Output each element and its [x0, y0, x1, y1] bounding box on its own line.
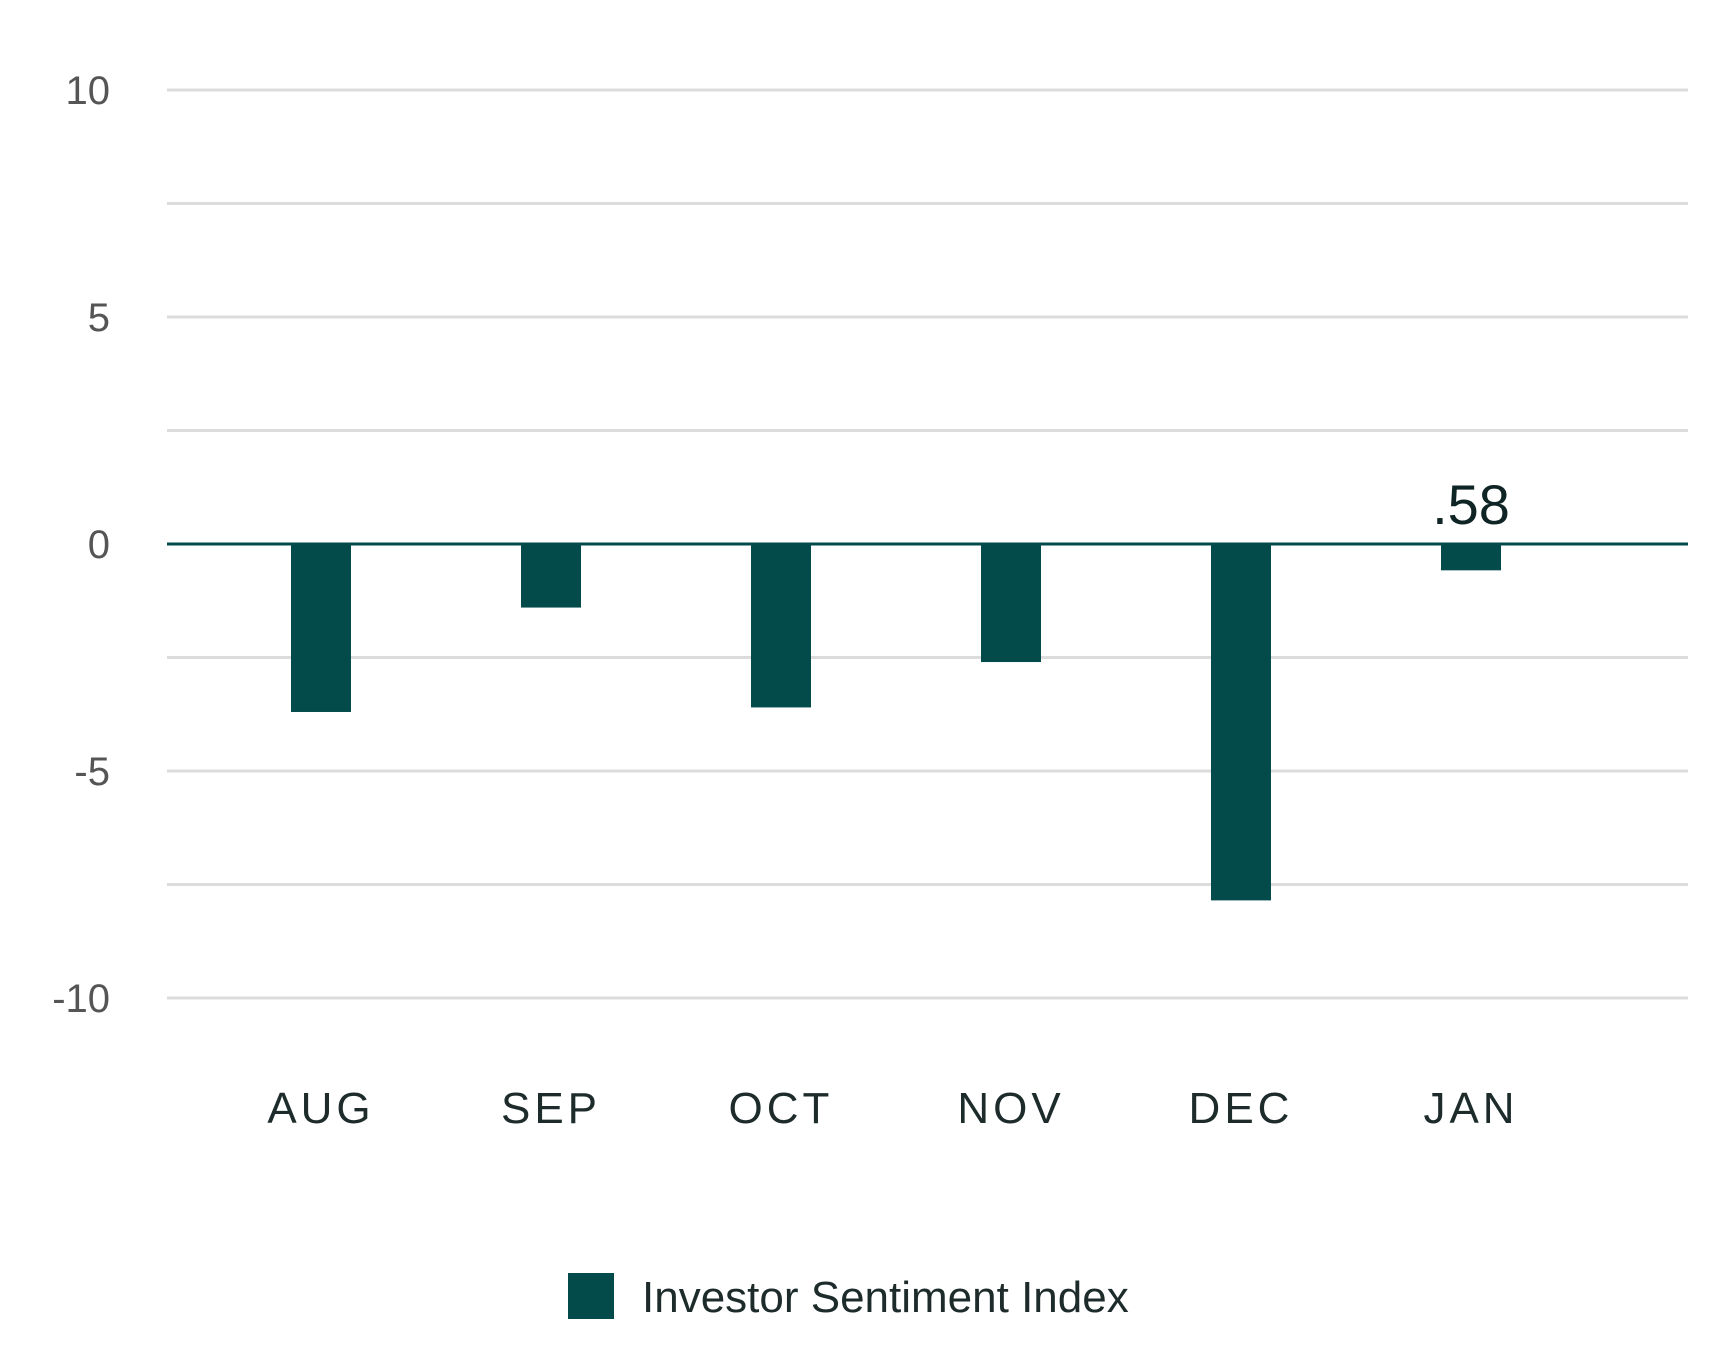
- x-axis-labels: AUG SEP OCT NOV DEC JAN: [267, 1084, 1518, 1133]
- x-tick-label: NOV: [957, 1084, 1064, 1133]
- bar-aug: [291, 544, 351, 712]
- x-tick-label: JAN: [1423, 1084, 1518, 1133]
- legend-label: Investor Sentiment Index: [642, 1273, 1129, 1322]
- data-labels: .58: [1432, 473, 1510, 536]
- gridlines: [167, 88, 1688, 1000]
- bar-sep: [521, 544, 581, 608]
- data-label-jan: .58: [1432, 473, 1510, 536]
- y-tick-label: 10: [66, 69, 111, 113]
- y-tick-label: 5: [88, 296, 110, 340]
- y-tick-label: -10: [52, 977, 110, 1021]
- x-tick-label: SEP: [501, 1084, 601, 1133]
- x-tick-label: AUG: [267, 1084, 374, 1133]
- y-axis-ticks: 10 5 0 -5 -10: [52, 69, 110, 1021]
- legend-swatch: [568, 1273, 614, 1319]
- y-tick-label: 0: [88, 523, 110, 567]
- bar-dec: [1211, 544, 1271, 901]
- legend: Investor Sentiment Index: [568, 1273, 1129, 1322]
- y-tick-label: -5: [74, 750, 110, 794]
- bar-nov: [981, 544, 1041, 663]
- x-tick-label: OCT: [729, 1084, 834, 1133]
- bars: [291, 544, 1501, 901]
- x-tick-label: DEC: [1189, 1084, 1294, 1133]
- bar-jan: [1441, 544, 1501, 571]
- bar-oct: [751, 544, 811, 708]
